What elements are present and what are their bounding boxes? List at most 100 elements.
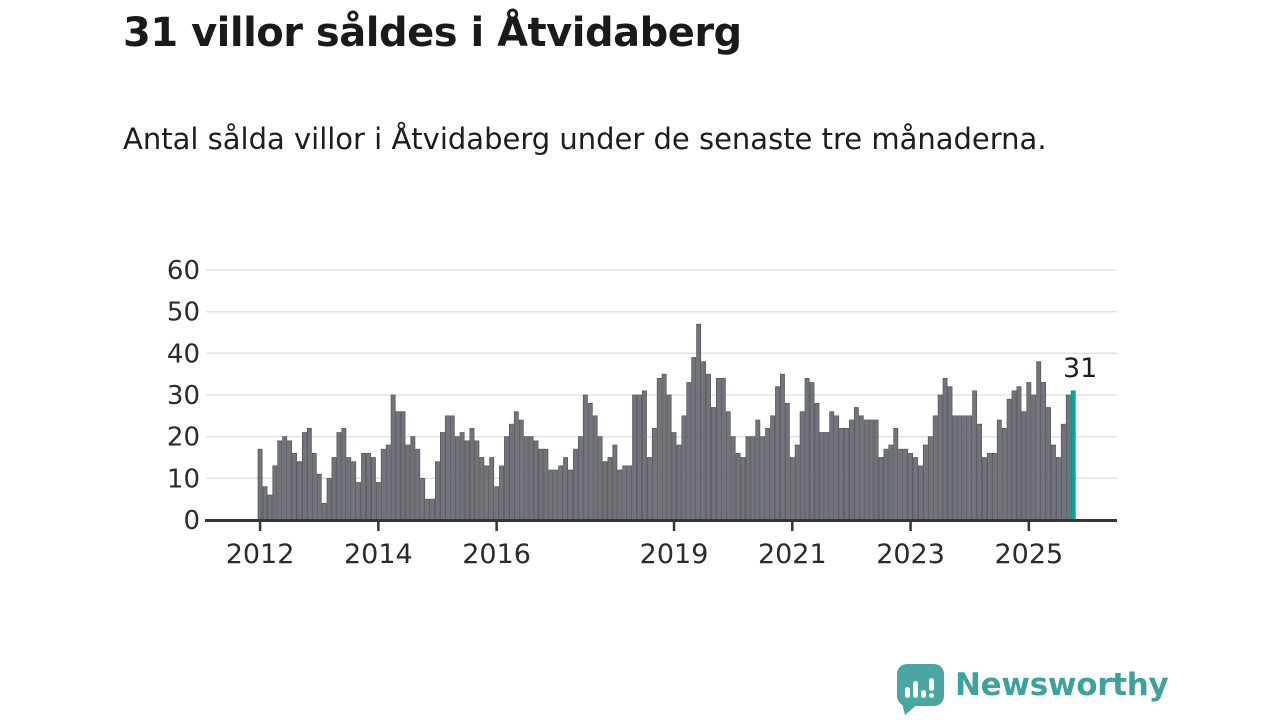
bar — [661, 373, 667, 521]
bar — [942, 377, 948, 521]
bar — [863, 419, 869, 521]
bar — [789, 457, 795, 521]
bar — [449, 415, 455, 521]
bar — [351, 461, 357, 521]
bar — [824, 432, 830, 521]
bar — [326, 477, 332, 521]
bar — [474, 440, 480, 521]
bar — [469, 427, 475, 521]
bar — [504, 436, 509, 521]
bar — [1065, 394, 1071, 521]
bar — [898, 448, 904, 521]
bar — [518, 419, 524, 521]
bar — [868, 419, 874, 521]
bar — [642, 390, 647, 521]
bar — [627, 465, 633, 521]
bar — [563, 457, 569, 521]
bar — [982, 457, 987, 521]
bar — [967, 415, 973, 521]
bar — [819, 432, 825, 521]
bar — [809, 382, 815, 521]
bar — [986, 452, 992, 521]
bar — [558, 465, 564, 521]
bar — [646, 457, 652, 521]
bar — [735, 452, 741, 521]
bar — [834, 415, 840, 521]
bar — [390, 394, 396, 521]
bar — [1041, 382, 1047, 521]
bar — [651, 427, 657, 521]
bar — [282, 436, 288, 521]
bar — [908, 452, 913, 521]
bar — [573, 448, 578, 521]
bar — [745, 436, 751, 521]
y-axis-tick-label: 0 — [183, 506, 200, 536]
bar — [459, 432, 465, 521]
bar — [380, 448, 386, 521]
bar — [415, 448, 421, 521]
bar — [927, 436, 933, 521]
bar — [1046, 407, 1051, 521]
latest-value-label: 31 — [1063, 353, 1097, 384]
bar — [775, 386, 780, 521]
bar — [297, 461, 302, 521]
newsworthy-logo: Newsworthy — [897, 664, 1169, 715]
bar — [903, 448, 909, 521]
bar-chart-glyph-icon — [905, 678, 934, 698]
bar — [873, 419, 879, 521]
bar — [844, 427, 849, 521]
y-axis-tick-label: 10 — [167, 464, 200, 494]
bar — [1021, 411, 1027, 521]
bar — [755, 419, 761, 521]
y-axis-tick-label: 60 — [167, 256, 200, 286]
bar — [316, 473, 322, 521]
bar — [720, 377, 726, 521]
bar — [1001, 427, 1007, 521]
bar — [1016, 386, 1022, 521]
bar — [548, 469, 554, 521]
bar — [602, 461, 608, 521]
bar — [311, 452, 317, 521]
bar — [479, 457, 485, 521]
bar — [794, 444, 800, 521]
y-axis-tick-label: 30 — [167, 381, 200, 411]
exclamation-glyph — [929, 678, 934, 698]
bar — [366, 452, 371, 521]
bar — [750, 436, 756, 521]
bar — [666, 394, 672, 521]
bar — [435, 461, 440, 521]
y-axis-tick-label: 40 — [167, 339, 200, 369]
bar — [395, 411, 401, 521]
bar — [888, 444, 894, 521]
bar — [302, 432, 307, 521]
bar — [715, 377, 721, 521]
bar — [853, 407, 859, 521]
bar — [676, 444, 682, 521]
bar — [430, 498, 435, 521]
bar — [1051, 444, 1056, 521]
x-axis-tick-label: 2021 — [758, 539, 827, 570]
bar — [804, 377, 810, 521]
bar — [410, 436, 416, 521]
bar — [1011, 390, 1017, 521]
y-axis-tick-label: 20 — [167, 423, 200, 453]
bar — [952, 415, 958, 521]
bar — [370, 457, 376, 521]
bar — [622, 465, 628, 521]
bar — [740, 457, 746, 521]
bar — [996, 419, 1002, 521]
bar — [553, 469, 559, 521]
bar — [444, 415, 450, 521]
bar — [494, 486, 500, 521]
bar — [292, 452, 297, 521]
bar — [725, 411, 731, 521]
bar — [760, 436, 766, 521]
bar — [321, 502, 327, 521]
bar — [267, 494, 273, 521]
bar — [1055, 457, 1061, 521]
bar — [439, 432, 445, 521]
bar — [1036, 361, 1042, 521]
bar — [484, 465, 490, 521]
bar — [528, 436, 534, 521]
bar — [587, 402, 593, 521]
